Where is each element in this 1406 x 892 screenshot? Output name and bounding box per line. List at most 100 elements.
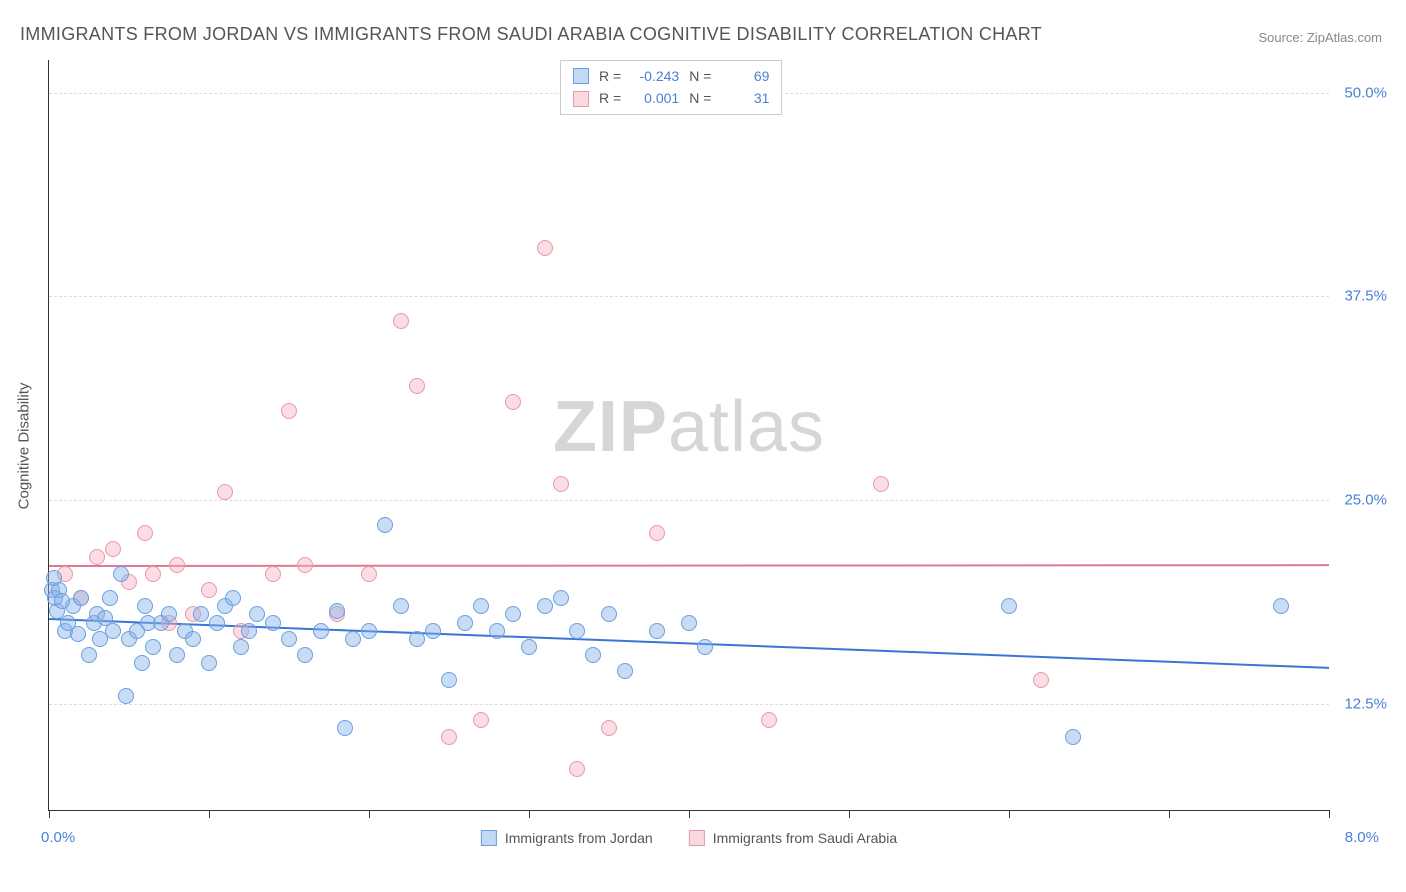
data-point-saudi: [393, 313, 409, 329]
x-tick-mark: [689, 810, 690, 818]
stats-row-jordan: R = -0.243 N = 69: [573, 65, 769, 87]
data-point-jordan: [1065, 729, 1081, 745]
grid-line: [49, 500, 1329, 501]
data-point-jordan: [185, 631, 201, 647]
data-point-saudi: [553, 476, 569, 492]
stat-r-label: R =: [599, 87, 621, 109]
data-point-jordan: [118, 688, 134, 704]
data-point-jordan: [297, 647, 313, 663]
data-point-saudi: [145, 566, 161, 582]
y-axis-label: Cognitive Disability: [16, 383, 33, 510]
data-point-jordan: [134, 655, 150, 671]
x-tick-mark: [1009, 810, 1010, 818]
data-point-jordan: [601, 606, 617, 622]
data-point-jordan: [457, 615, 473, 631]
legend-label-saudi: Immigrants from Saudi Arabia: [713, 830, 897, 846]
stat-r-saudi: 0.001: [627, 87, 679, 109]
data-point-saudi: [649, 525, 665, 541]
data-point-jordan: [489, 623, 505, 639]
data-point-jordan: [113, 566, 129, 582]
data-point-saudi: [873, 476, 889, 492]
y-tick-label: 25.0%: [1344, 492, 1387, 509]
data-point-saudi: [761, 712, 777, 728]
swatch-saudi-icon: [689, 830, 705, 846]
stats-row-saudi: R = 0.001 N = 31: [573, 87, 769, 109]
stats-legend-box: R = -0.243 N = 69 R = 0.001 N = 31: [560, 60, 782, 115]
stat-r-jordan: -0.243: [627, 65, 679, 87]
data-point-jordan: [81, 647, 97, 663]
y-tick-label: 37.5%: [1344, 288, 1387, 305]
series-legend: Immigrants from Jordan Immigrants from S…: [481, 830, 897, 846]
chart-title: IMMIGRANTS FROM JORDAN VS IMMIGRANTS FRO…: [20, 24, 1042, 45]
data-point-saudi: [409, 378, 425, 394]
stat-r-label: R =: [599, 65, 621, 87]
watermark: ZIPatlas: [553, 386, 825, 468]
data-point-jordan: [393, 598, 409, 614]
data-point-jordan: [161, 606, 177, 622]
data-point-jordan: [105, 623, 121, 639]
data-point-saudi: [201, 582, 217, 598]
data-point-jordan: [585, 647, 601, 663]
data-point-jordan: [225, 590, 241, 606]
data-point-jordan: [409, 631, 425, 647]
data-point-jordan: [281, 631, 297, 647]
data-point-saudi: [569, 761, 585, 777]
data-point-jordan: [193, 606, 209, 622]
data-point-saudi: [473, 712, 489, 728]
x-axis-max-label: 8.0%: [1345, 829, 1379, 846]
data-point-jordan: [377, 517, 393, 533]
data-point-saudi: [265, 566, 281, 582]
data-point-jordan: [201, 655, 217, 671]
grid-line: [49, 704, 1329, 705]
legend-item-saudi: Immigrants from Saudi Arabia: [689, 830, 897, 846]
data-point-jordan: [54, 593, 70, 609]
data-point-jordan: [505, 606, 521, 622]
swatch-jordan-icon: [481, 830, 497, 846]
x-tick-mark: [1329, 810, 1330, 818]
data-point-saudi: [297, 557, 313, 573]
stat-n-jordan: 69: [717, 65, 769, 87]
data-point-saudi: [217, 484, 233, 500]
data-point-jordan: [241, 623, 257, 639]
stat-n-label: N =: [689, 65, 711, 87]
data-point-jordan: [209, 615, 225, 631]
data-point-saudi: [505, 394, 521, 410]
data-point-saudi: [281, 403, 297, 419]
data-point-jordan: [537, 598, 553, 614]
x-tick-mark: [529, 810, 530, 818]
data-point-saudi: [1033, 672, 1049, 688]
data-point-saudi: [601, 720, 617, 736]
data-point-jordan: [70, 626, 86, 642]
data-point-jordan: [249, 606, 265, 622]
y-tick-label: 50.0%: [1344, 84, 1387, 101]
trend-line-pink: [49, 565, 1329, 568]
data-point-jordan: [569, 623, 585, 639]
stat-n-label: N =: [689, 87, 711, 109]
data-point-jordan: [473, 598, 489, 614]
data-point-saudi: [361, 566, 377, 582]
x-tick-mark: [369, 810, 370, 818]
x-axis-min-label: 0.0%: [41, 829, 75, 846]
x-tick-mark: [849, 810, 850, 818]
x-tick-mark: [1169, 810, 1170, 818]
data-point-saudi: [537, 240, 553, 256]
data-point-jordan: [137, 598, 153, 614]
data-point-jordan: [233, 639, 249, 655]
data-point-jordan: [102, 590, 118, 606]
data-point-jordan: [649, 623, 665, 639]
data-point-jordan: [361, 623, 377, 639]
legend-item-jordan: Immigrants from Jordan: [481, 830, 653, 846]
data-point-jordan: [265, 615, 281, 631]
stat-n-saudi: 31: [717, 87, 769, 109]
data-point-saudi: [137, 525, 153, 541]
swatch-saudi-icon: [573, 91, 589, 107]
data-point-jordan: [553, 590, 569, 606]
data-point-jordan: [337, 720, 353, 736]
data-point-jordan: [1273, 598, 1289, 614]
data-point-saudi: [169, 557, 185, 573]
data-point-saudi: [441, 729, 457, 745]
data-point-saudi: [89, 549, 105, 565]
y-tick-label: 12.5%: [1344, 696, 1387, 713]
legend-label-jordan: Immigrants from Jordan: [505, 830, 653, 846]
data-point-jordan: [697, 639, 713, 655]
